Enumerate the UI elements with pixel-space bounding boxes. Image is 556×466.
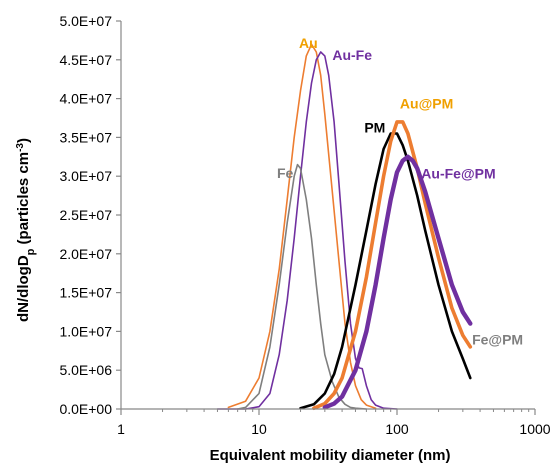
x-axis-title: Equivalent mobility diameter (nm) [210, 447, 451, 464]
y-tick-label: 0.0E+00 [59, 401, 112, 417]
y-tick-label: 5.0E+06 [59, 362, 112, 378]
series-labels: Au Au-Fe Fe PM Au@PM Au-Fe@PM Fe@PM [277, 35, 523, 347]
x-tick-label: 10 [251, 421, 267, 437]
x-tick-label: 1000 [519, 421, 550, 437]
x-tick-label: 1 [117, 421, 125, 437]
series-label: Au@PM [400, 96, 453, 112]
series-line-au [227, 43, 377, 410]
y-tick-label: 3.5E+07 [59, 129, 112, 145]
series-label: Au [299, 35, 318, 51]
y-tick-label: 5.0E+07 [59, 13, 112, 29]
y-tick-label: 1.5E+07 [59, 285, 112, 301]
axes-layer [120, 21, 535, 410]
series-label: Au-Fe@PM [421, 166, 495, 182]
series-label: Fe@PM [472, 332, 523, 348]
y-tick-label: 2.5E+07 [59, 207, 112, 223]
series-line-au-fe [216, 51, 398, 410]
y-tick-label: 3.0E+07 [59, 168, 112, 184]
y-tick-label: 1.0E+07 [59, 323, 112, 339]
series-line-au-pm [312, 120, 473, 411]
ticks-layer: 0.0E+00 5.0E+06 1.0E+07 1.5E+07 2.0E+07 2.5E+… [59, 13, 550, 437]
series-line-pm [299, 132, 472, 410]
y-tick-label: 2.0E+07 [59, 246, 112, 262]
series-label: PM [364, 120, 385, 136]
series-line-au-fe-pm [322, 154, 473, 410]
x-tick-label: 100 [385, 421, 409, 437]
y-tick-label: 4.5E+07 [59, 52, 112, 68]
series-line-fe [236, 163, 368, 410]
y-axis-title: dN/dlogDp (particles cm-3) [15, 138, 38, 322]
y-tick-label: 4.0E+07 [59, 91, 112, 107]
series-label: Fe [277, 165, 294, 181]
series-label: Au-Fe [332, 47, 372, 63]
series-layer [216, 43, 473, 411]
